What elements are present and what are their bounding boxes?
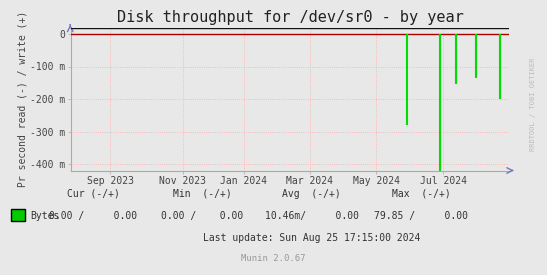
Text: Min  (-/+): Min (-/+)	[173, 189, 232, 199]
Text: Last update: Sun Aug 25 17:15:00 2024: Last update: Sun Aug 25 17:15:00 2024	[203, 233, 421, 243]
Text: Munin 2.0.67: Munin 2.0.67	[241, 254, 306, 263]
Text: 0.00 /    0.00: 0.00 / 0.00	[161, 211, 243, 221]
Title: Disk throughput for /dev/sr0 - by year: Disk throughput for /dev/sr0 - by year	[117, 10, 463, 25]
Text: RRDTOOL / TOBI OETIKER: RRDTOOL / TOBI OETIKER	[531, 58, 536, 151]
Text: 79.85 /     0.00: 79.85 / 0.00	[374, 211, 468, 221]
Text: 10.46m/     0.00: 10.46m/ 0.00	[265, 211, 359, 221]
Y-axis label: Pr second read (-) / write (+): Pr second read (-) / write (+)	[18, 11, 27, 187]
Text: 0.00 /     0.00: 0.00 / 0.00	[49, 211, 137, 221]
Text: Cur (-/+): Cur (-/+)	[67, 189, 119, 199]
Text: Avg  (-/+): Avg (-/+)	[282, 189, 341, 199]
Text: Max  (-/+): Max (-/+)	[392, 189, 451, 199]
Text: Bytes: Bytes	[30, 211, 60, 221]
